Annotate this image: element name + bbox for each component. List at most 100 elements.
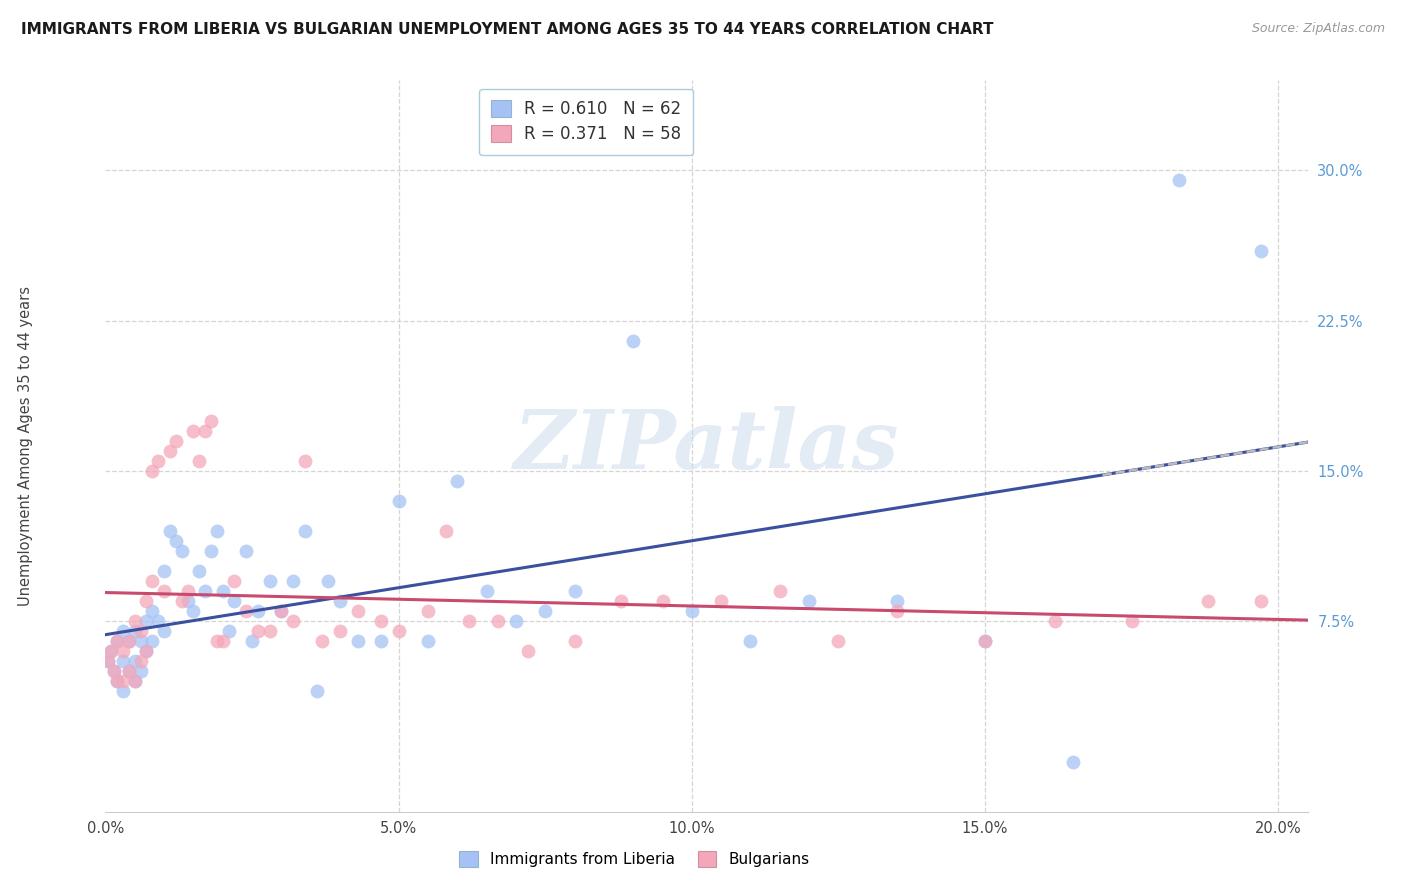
Point — [135, 594, 157, 608]
Point — [416, 634, 439, 648]
Point — [388, 624, 411, 639]
Point — [218, 624, 240, 639]
Point — [311, 634, 333, 648]
Point — [159, 524, 181, 538]
Text: ZIPatlas: ZIPatlas — [513, 406, 900, 486]
Point — [458, 615, 481, 629]
Point — [710, 594, 733, 608]
Point — [129, 665, 152, 679]
Point — [148, 454, 170, 468]
Point — [129, 624, 152, 639]
Point — [105, 674, 128, 689]
Point — [165, 434, 187, 448]
Point — [200, 414, 222, 428]
Point — [270, 604, 292, 618]
Point — [105, 674, 128, 689]
Point — [294, 524, 316, 538]
Point — [100, 644, 122, 658]
Point — [305, 684, 328, 698]
Point — [516, 644, 538, 658]
Point — [211, 584, 233, 599]
Point — [610, 594, 633, 608]
Point — [224, 594, 246, 608]
Point — [176, 594, 198, 608]
Point — [124, 674, 146, 689]
Point — [370, 634, 392, 648]
Point — [329, 624, 352, 639]
Point — [974, 634, 997, 648]
Point — [118, 634, 141, 648]
Point — [211, 634, 233, 648]
Point — [564, 634, 586, 648]
Point — [1121, 615, 1143, 629]
Point — [564, 584, 586, 599]
Point — [141, 574, 163, 589]
Point — [1167, 173, 1189, 187]
Point — [105, 634, 128, 648]
Point — [141, 464, 163, 478]
Legend: Immigrants from Liberia, Bulgarians: Immigrants from Liberia, Bulgarians — [453, 846, 815, 873]
Point — [259, 624, 281, 639]
Point — [97, 655, 120, 669]
Point — [170, 544, 193, 558]
Point — [176, 584, 198, 599]
Point — [129, 655, 152, 669]
Point — [246, 624, 269, 639]
Point — [434, 524, 457, 538]
Point — [446, 474, 468, 488]
Point — [681, 604, 703, 618]
Point — [346, 634, 368, 648]
Point — [246, 604, 269, 618]
Point — [370, 615, 392, 629]
Point — [124, 615, 146, 629]
Point — [194, 424, 217, 438]
Point — [475, 584, 498, 599]
Point — [170, 594, 193, 608]
Point — [188, 564, 211, 578]
Point — [886, 594, 908, 608]
Point — [159, 444, 181, 458]
Point — [135, 644, 157, 658]
Point — [259, 574, 281, 589]
Point — [205, 524, 228, 538]
Point — [148, 615, 170, 629]
Point — [129, 634, 152, 648]
Point — [329, 594, 352, 608]
Point — [740, 634, 762, 648]
Point — [103, 665, 125, 679]
Point — [240, 634, 263, 648]
Point — [486, 615, 509, 629]
Point — [118, 665, 141, 679]
Point — [141, 634, 163, 648]
Point — [1197, 594, 1219, 608]
Point — [118, 665, 141, 679]
Point — [534, 604, 557, 618]
Point — [135, 615, 157, 629]
Text: Unemployment Among Ages 35 to 44 years: Unemployment Among Ages 35 to 44 years — [18, 286, 32, 606]
Point — [270, 604, 292, 618]
Point — [416, 604, 439, 618]
Point — [200, 544, 222, 558]
Point — [124, 624, 146, 639]
Point — [183, 424, 205, 438]
Point — [505, 615, 527, 629]
Point — [316, 574, 339, 589]
Point — [974, 634, 997, 648]
Point — [118, 634, 141, 648]
Point — [205, 634, 228, 648]
Point — [1250, 594, 1272, 608]
Point — [141, 604, 163, 618]
Point — [100, 644, 122, 658]
Text: Source: ZipAtlas.com: Source: ZipAtlas.com — [1251, 22, 1385, 36]
Point — [827, 634, 849, 648]
Point — [294, 454, 316, 468]
Point — [124, 674, 146, 689]
Point — [153, 564, 176, 578]
Point — [621, 334, 644, 348]
Point — [135, 644, 157, 658]
Point — [183, 604, 205, 618]
Point — [346, 604, 368, 618]
Point — [153, 584, 176, 599]
Point — [1062, 755, 1084, 769]
Point — [105, 634, 128, 648]
